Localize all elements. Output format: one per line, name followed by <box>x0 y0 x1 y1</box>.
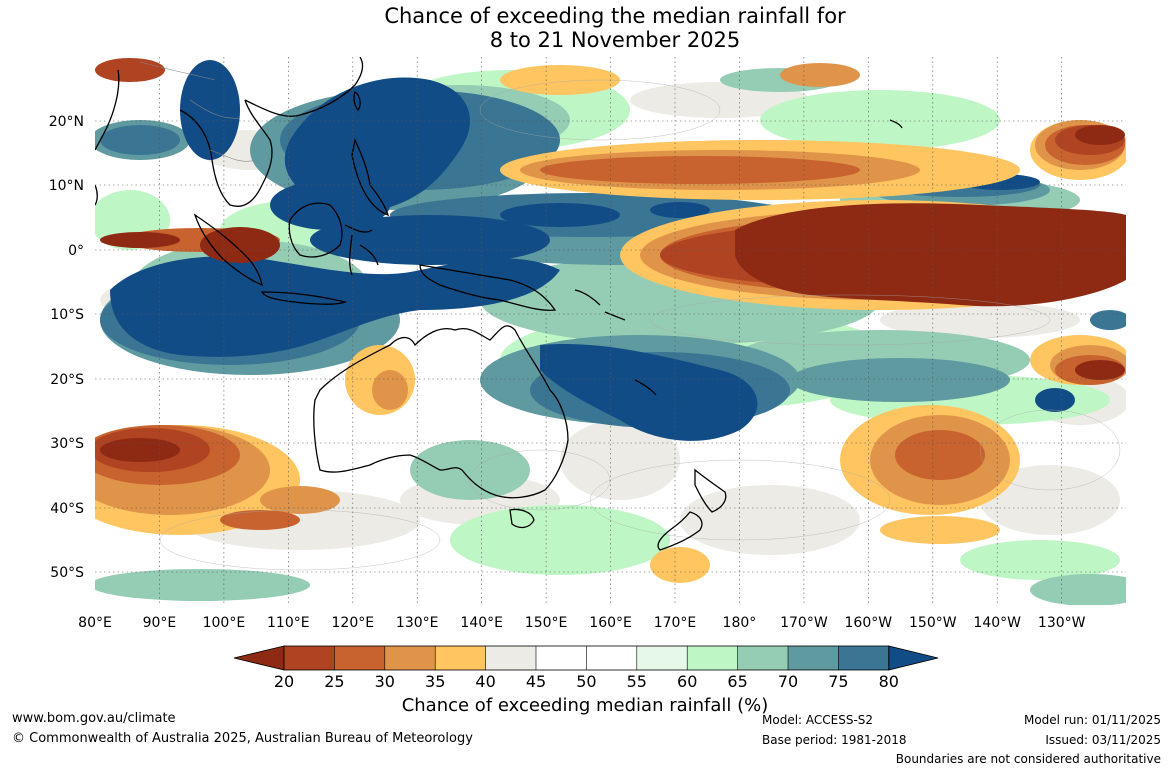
contour-lines <box>159 79 1121 571</box>
lon-label-180: 180° <box>723 615 757 631</box>
colorbar-swatch-20-25 <box>284 646 335 670</box>
lon-label-80e: 80°E <box>78 615 112 631</box>
lat-labels: 20°N 10°N 0° 10°S 20°S 30°S 40°S 50°S <box>49 114 84 581</box>
lon-label-110e: 110°E <box>267 615 310 631</box>
title-line-1: Chance of exceeding the median rainfall … <box>384 4 846 28</box>
taiwan-coast <box>353 91 361 112</box>
rainfall-field <box>95 57 1126 605</box>
sumatra-coast <box>193 213 263 287</box>
new-caledonia <box>634 379 657 396</box>
title-line-2: 8 to 21 November 2025 <box>489 28 741 52</box>
lon-label-150w: 150°W <box>909 615 957 631</box>
graticule <box>95 57 1126 605</box>
lat-label-10n: 10°N <box>49 178 84 194</box>
model-run-date: Model run: 01/11/2025 <box>1023 713 1161 727</box>
colorbar: 20 25 30 35 40 45 50 55 60 65 70 75 80 <box>233 645 939 691</box>
lat-label-40s: 40°S <box>50 501 84 517</box>
colorbar-swatch-65-70 <box>737 646 788 670</box>
srilanka-coast <box>95 184 98 206</box>
colorbar-low-arrow <box>233 645 285 671</box>
boundary-disclaimer: Boundaries are not considered authoritat… <box>895 752 1161 766</box>
lon-label-140e: 140°E <box>460 615 503 631</box>
india-coast <box>95 69 120 151</box>
country-borders <box>139 61 256 162</box>
lon-label-100e: 100°E <box>203 615 246 631</box>
lat-label-20n: 20°N <box>49 114 84 130</box>
colorbar-swatch-30-35 <box>384 646 436 670</box>
colorbar-swatch-60-65 <box>687 646 738 670</box>
colorbar-swatch-40-45 <box>485 646 536 670</box>
lat-label-50s: 50°S <box>50 565 84 581</box>
lat-label-10s: 10°S <box>50 307 84 323</box>
lon-label-130w: 130°W <box>1038 615 1086 631</box>
nz-south-coast <box>657 511 703 551</box>
colorbar-high-arrow <box>888 645 939 671</box>
lon-label-130e: 130°E <box>396 615 439 631</box>
borneo-coast <box>288 202 343 258</box>
new-guinea-coast <box>419 264 557 311</box>
colorbar-tick-55: 55 <box>627 672 647 691</box>
sulawesi-coast <box>344 224 379 276</box>
colorbar-swatch-50-55 <box>586 646 637 670</box>
coastlines <box>95 57 903 551</box>
copyright: © Commonwealth of Australia 2025, Austra… <box>12 731 473 746</box>
colorbar-tick-60: 60 <box>677 672 697 691</box>
colorbar-tick-35: 35 <box>425 672 445 691</box>
colorbar-tick-40: 40 <box>475 672 495 691</box>
lat-label-20s: 20°S <box>50 372 84 388</box>
colorbar-dividers <box>334 646 839 670</box>
chart-title: Chance of exceeding the median rainfall … <box>0 4 1173 52</box>
lon-label-90e: 90°E <box>143 615 177 631</box>
solomon-islands <box>574 289 626 321</box>
australia-coast <box>313 325 569 499</box>
lon-label-170e: 170°E <box>654 615 697 631</box>
colorbar-swatch-35-40 <box>435 646 486 670</box>
lon-label-160w: 160°W <box>845 615 893 631</box>
java-coast <box>260 291 348 305</box>
lon-label-150e: 150°E <box>525 615 568 631</box>
lon-label-170w: 170°W <box>780 615 828 631</box>
colorbar-tick-65: 65 <box>727 672 747 691</box>
lat-label-30s: 30°S <box>50 436 84 452</box>
lon-label-140w: 140°W <box>973 615 1021 631</box>
colorbar-swatch-75-80 <box>838 646 889 670</box>
colorbar-title: Chance of exceeding median rainfall (%) <box>401 695 769 716</box>
colorbar-tick-50: 50 <box>576 672 596 691</box>
colorbar-tick-20: 20 <box>274 672 294 691</box>
colorbar-swatch-45-50 <box>536 646 587 670</box>
nz-north-coast <box>694 468 727 513</box>
colorbar-tick-45: 45 <box>526 672 546 691</box>
colorbar-swatch-70-75 <box>788 646 839 670</box>
philippines-coast <box>351 137 390 217</box>
colorbar-tick-80: 80 <box>879 672 899 691</box>
lon-labels: 80°E 90°E 100°E 110°E 120°E 130°E 140°E … <box>78 615 1085 631</box>
colorbar-swatch-55-60 <box>636 646 688 670</box>
china-coast <box>244 57 364 117</box>
lat-label-0: 0° <box>68 243 84 259</box>
colorbar-swatch-25-30 <box>334 646 385 670</box>
base-period: Base period: 1981-2018 <box>762 733 907 747</box>
lon-label-160e: 160°E <box>589 615 632 631</box>
model-name: Model: ACCESS-S2 <box>762 713 874 727</box>
colorbar-tick-25: 25 <box>324 672 344 691</box>
issued-date: Issued: 03/11/2025 <box>1045 733 1161 747</box>
colorbar-tick-75: 75 <box>828 672 848 691</box>
dry-extreme-patches <box>100 125 1126 462</box>
hawaii-islands <box>889 119 903 129</box>
colorbar-tick-70: 70 <box>778 672 798 691</box>
website-link[interactable]: www.bom.gov.au/climate <box>12 711 176 726</box>
tasmania-coast <box>509 508 535 529</box>
lon-label-120e: 120°E <box>332 615 375 631</box>
colorbar-tick-30: 30 <box>375 672 395 691</box>
